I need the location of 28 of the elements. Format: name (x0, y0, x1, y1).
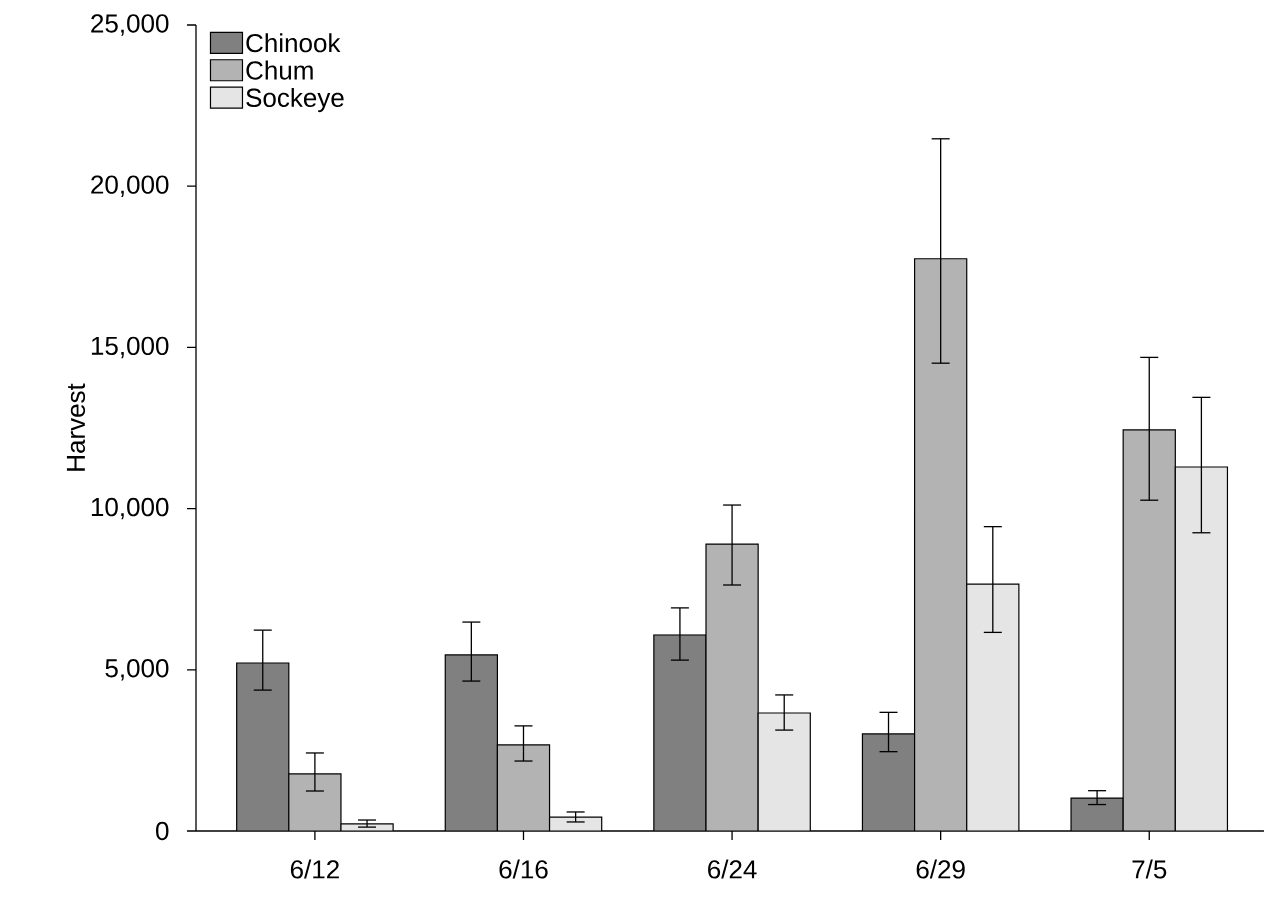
x-tick-label: 7/5 (1132, 859, 1167, 879)
y-tick-label: 20,000 (91, 175, 169, 197)
y-tick-label: 15,000 (91, 336, 169, 359)
bar (496, 744, 551, 831)
x-tick-label: 6/24 (708, 859, 757, 879)
x-tick-label: 6/16 (499, 859, 548, 879)
bar (705, 543, 759, 831)
bar (653, 634, 707, 831)
y-tick-label: 10,000 (91, 497, 169, 520)
bar (1174, 466, 1229, 831)
bar (1070, 797, 1124, 831)
bar (757, 712, 811, 831)
bar (444, 654, 499, 831)
bar (288, 773, 342, 831)
bar (1122, 429, 1176, 831)
bar (913, 258, 968, 831)
y-tick-label: 5,000 (105, 659, 169, 681)
y-tick-label: 0 (156, 821, 169, 841)
x-tick-label: 6/12 (290, 859, 339, 879)
bar (236, 662, 290, 831)
bar (966, 583, 1020, 831)
bar (861, 733, 916, 831)
legend-label: Chum (246, 60, 313, 80)
y-tick-label: 25,000 (91, 14, 169, 36)
x-tick-label: 6/29 (916, 859, 965, 879)
legend-label: Chinook (246, 33, 341, 53)
y-axis-title: Harvest (66, 383, 86, 471)
legend-label: Sockeye (246, 87, 344, 113)
